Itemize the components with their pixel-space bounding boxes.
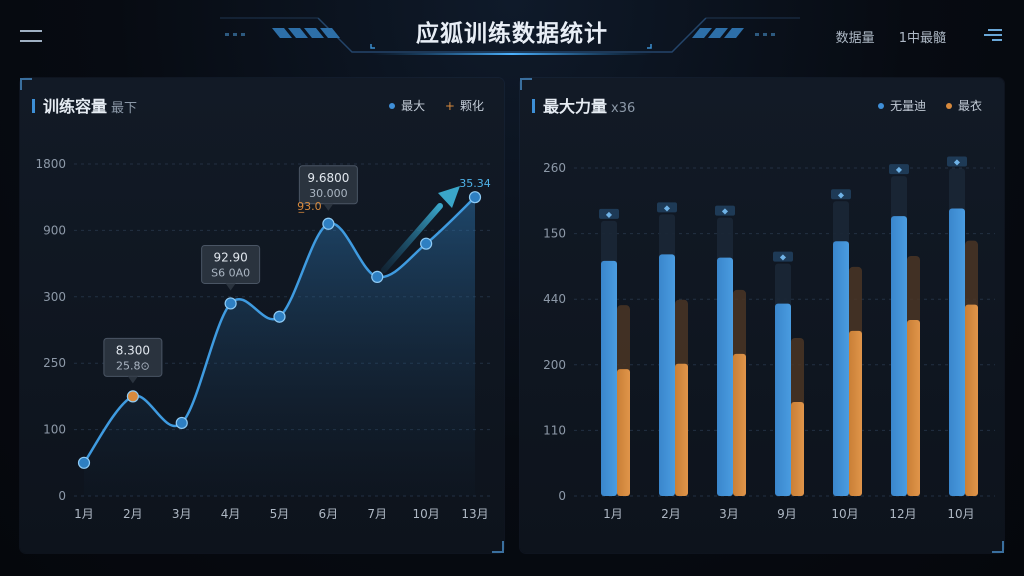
y-tick-label: 900 xyxy=(43,223,66,237)
bar-marker xyxy=(831,189,851,200)
y-tick-label: 110 xyxy=(543,423,566,437)
tooltip-value: 92.90 xyxy=(213,250,247,264)
bar-blue xyxy=(891,216,907,496)
bar-orange xyxy=(617,369,630,496)
y-tick-label: 0 xyxy=(58,489,66,503)
x-tick-label: 12月 xyxy=(889,507,916,521)
legend-item-second[interactable]: + 颗化 xyxy=(444,99,484,113)
tooltip-pointer xyxy=(225,283,236,291)
bar-marker xyxy=(947,156,967,167)
y-tick-label: 200 xyxy=(543,358,566,372)
tooltip-subvalue: S6 0Α0 xyxy=(211,266,250,279)
x-tick-label: 7月 xyxy=(367,507,387,521)
bar-marker xyxy=(599,208,619,219)
bar-marker xyxy=(889,164,909,175)
tooltip-subvalue: 30.000 xyxy=(309,187,348,200)
x-tick-label: 10月 xyxy=(412,507,439,521)
trend-arrow xyxy=(381,203,443,273)
bar-orange xyxy=(965,304,978,496)
x-tick-label: 9月 xyxy=(777,507,797,521)
x-tick-label: 2月 xyxy=(661,507,681,521)
bar-marker xyxy=(715,205,735,216)
data-point xyxy=(371,270,384,283)
top-right-link-2[interactable]: 1中最髓 xyxy=(898,31,946,46)
bar-blue xyxy=(775,303,791,496)
bar-chart: 0 110 200 440 150 260 ◆ 1月 ◆ 2月 ◆ 3月 ◆ 9月 ◆ 10月 ◆ 12月 ◆ 10月 xyxy=(543,156,995,521)
training-volume-panel: 训练容量 最下 最大 + 颗化 0 100 250 300 900 1800 8.300 25.8… xyxy=(20,78,504,553)
top-bar: 应狐训练数据统计 数据量 1中最髓 xyxy=(0,0,1024,70)
tooltip-subvalue: 25.8⊙ xyxy=(116,359,150,372)
tooltip-pointer xyxy=(127,376,138,384)
y-tick-label: 250 xyxy=(43,356,66,370)
stack-menu-icon[interactable] xyxy=(984,29,1002,45)
menu-icon[interactable] xyxy=(20,30,42,44)
top-right-links: 数据量 1中最髓 xyxy=(816,27,946,46)
page-title: 应狐训练数据统计 xyxy=(416,21,608,47)
bar-orange xyxy=(907,319,920,496)
x-tick-label: 1月 xyxy=(603,507,623,521)
data-point xyxy=(175,416,188,430)
line-area xyxy=(84,197,475,496)
bar-blue xyxy=(601,260,617,496)
x-tick-label: 13月 xyxy=(461,507,488,521)
legend-item-max[interactable]: 最大 xyxy=(389,99,425,113)
bar-marker-glyph: ◆ xyxy=(838,190,845,199)
max-strength-panel: 最大力量 x36 无量迪 最衣 0 110 200 440 150 260 ◆ 1月 ◆ 2月 ◆ 3月… xyxy=(520,78,1004,553)
y-tick-label: 0 xyxy=(558,489,566,503)
tooltip-value: 8.300 xyxy=(116,343,150,357)
x-tick-label: 10月 xyxy=(947,507,974,521)
data-point xyxy=(322,217,335,230)
trend-arrow-head xyxy=(438,186,460,208)
data-point xyxy=(420,237,433,250)
data-point xyxy=(468,191,482,204)
bar-marker-glyph: ◆ xyxy=(606,210,613,219)
bar-blue xyxy=(833,241,849,496)
bar-marker-glyph: ◆ xyxy=(780,253,787,262)
x-tick-label: 3月 xyxy=(719,507,739,521)
x-tick-label: 10月 xyxy=(831,507,858,521)
legend-item-blue[interactable]: 无量迪 xyxy=(878,99,926,113)
bar-orange xyxy=(675,363,688,496)
bar-marker xyxy=(657,202,677,213)
point-label: 35.34 xyxy=(459,177,491,190)
bar-marker-glyph: ◆ xyxy=(664,203,671,212)
data-point xyxy=(126,390,139,403)
x-tick-label: 1月 xyxy=(74,507,94,521)
y-tick-label: 100 xyxy=(43,423,66,437)
bar-marker-glyph: ◆ xyxy=(896,165,903,174)
data-point xyxy=(77,456,91,469)
bar-marker xyxy=(773,251,793,262)
data-point xyxy=(224,297,237,310)
x-tick-label: 3月 xyxy=(172,507,192,521)
x-tick-label: 6月 xyxy=(319,507,339,521)
data-point xyxy=(273,310,286,323)
x-tick-label: 2月 xyxy=(123,507,143,521)
y-tick-label: 300 xyxy=(43,290,66,304)
bar-orange xyxy=(849,330,862,496)
panel-title: 最大力量 x36 xyxy=(532,93,635,117)
tooltip-pointer xyxy=(323,203,334,211)
line-chart: 0 100 250 300 900 1800 8.300 25.8⊙ 92.90 S6 0Α0 9.… xyxy=(35,157,491,521)
panel-title: 训练容量 最下 xyxy=(32,93,137,117)
x-tick-label: 5月 xyxy=(270,507,290,521)
bar-marker-glyph: ◆ xyxy=(954,157,961,166)
x-tick-label: 4月 xyxy=(221,507,241,521)
y-tick-label: 150 xyxy=(543,227,566,241)
y-tick-label: 260 xyxy=(543,161,566,175)
legend: 无量迪 最衣 xyxy=(862,97,982,114)
bar-blue xyxy=(659,254,675,496)
y-tick-label: 1800 xyxy=(35,157,66,171)
data-volume-link[interactable]: 数据量 xyxy=(835,31,875,46)
bar-blue xyxy=(949,208,965,496)
title-frame xyxy=(220,17,800,55)
legend: 最大 + 颗化 xyxy=(373,97,484,114)
bar-orange xyxy=(733,353,746,496)
bar-blue xyxy=(717,257,733,496)
y-tick-label: 440 xyxy=(543,292,566,306)
tooltip-value: 9.6800 xyxy=(307,171,349,185)
bar-orange xyxy=(791,401,804,496)
point-label: 9̲3.0 xyxy=(297,200,322,213)
bar-marker-glyph: ◆ xyxy=(722,207,729,216)
legend-item-orange[interactable]: 最衣 xyxy=(945,99,982,113)
